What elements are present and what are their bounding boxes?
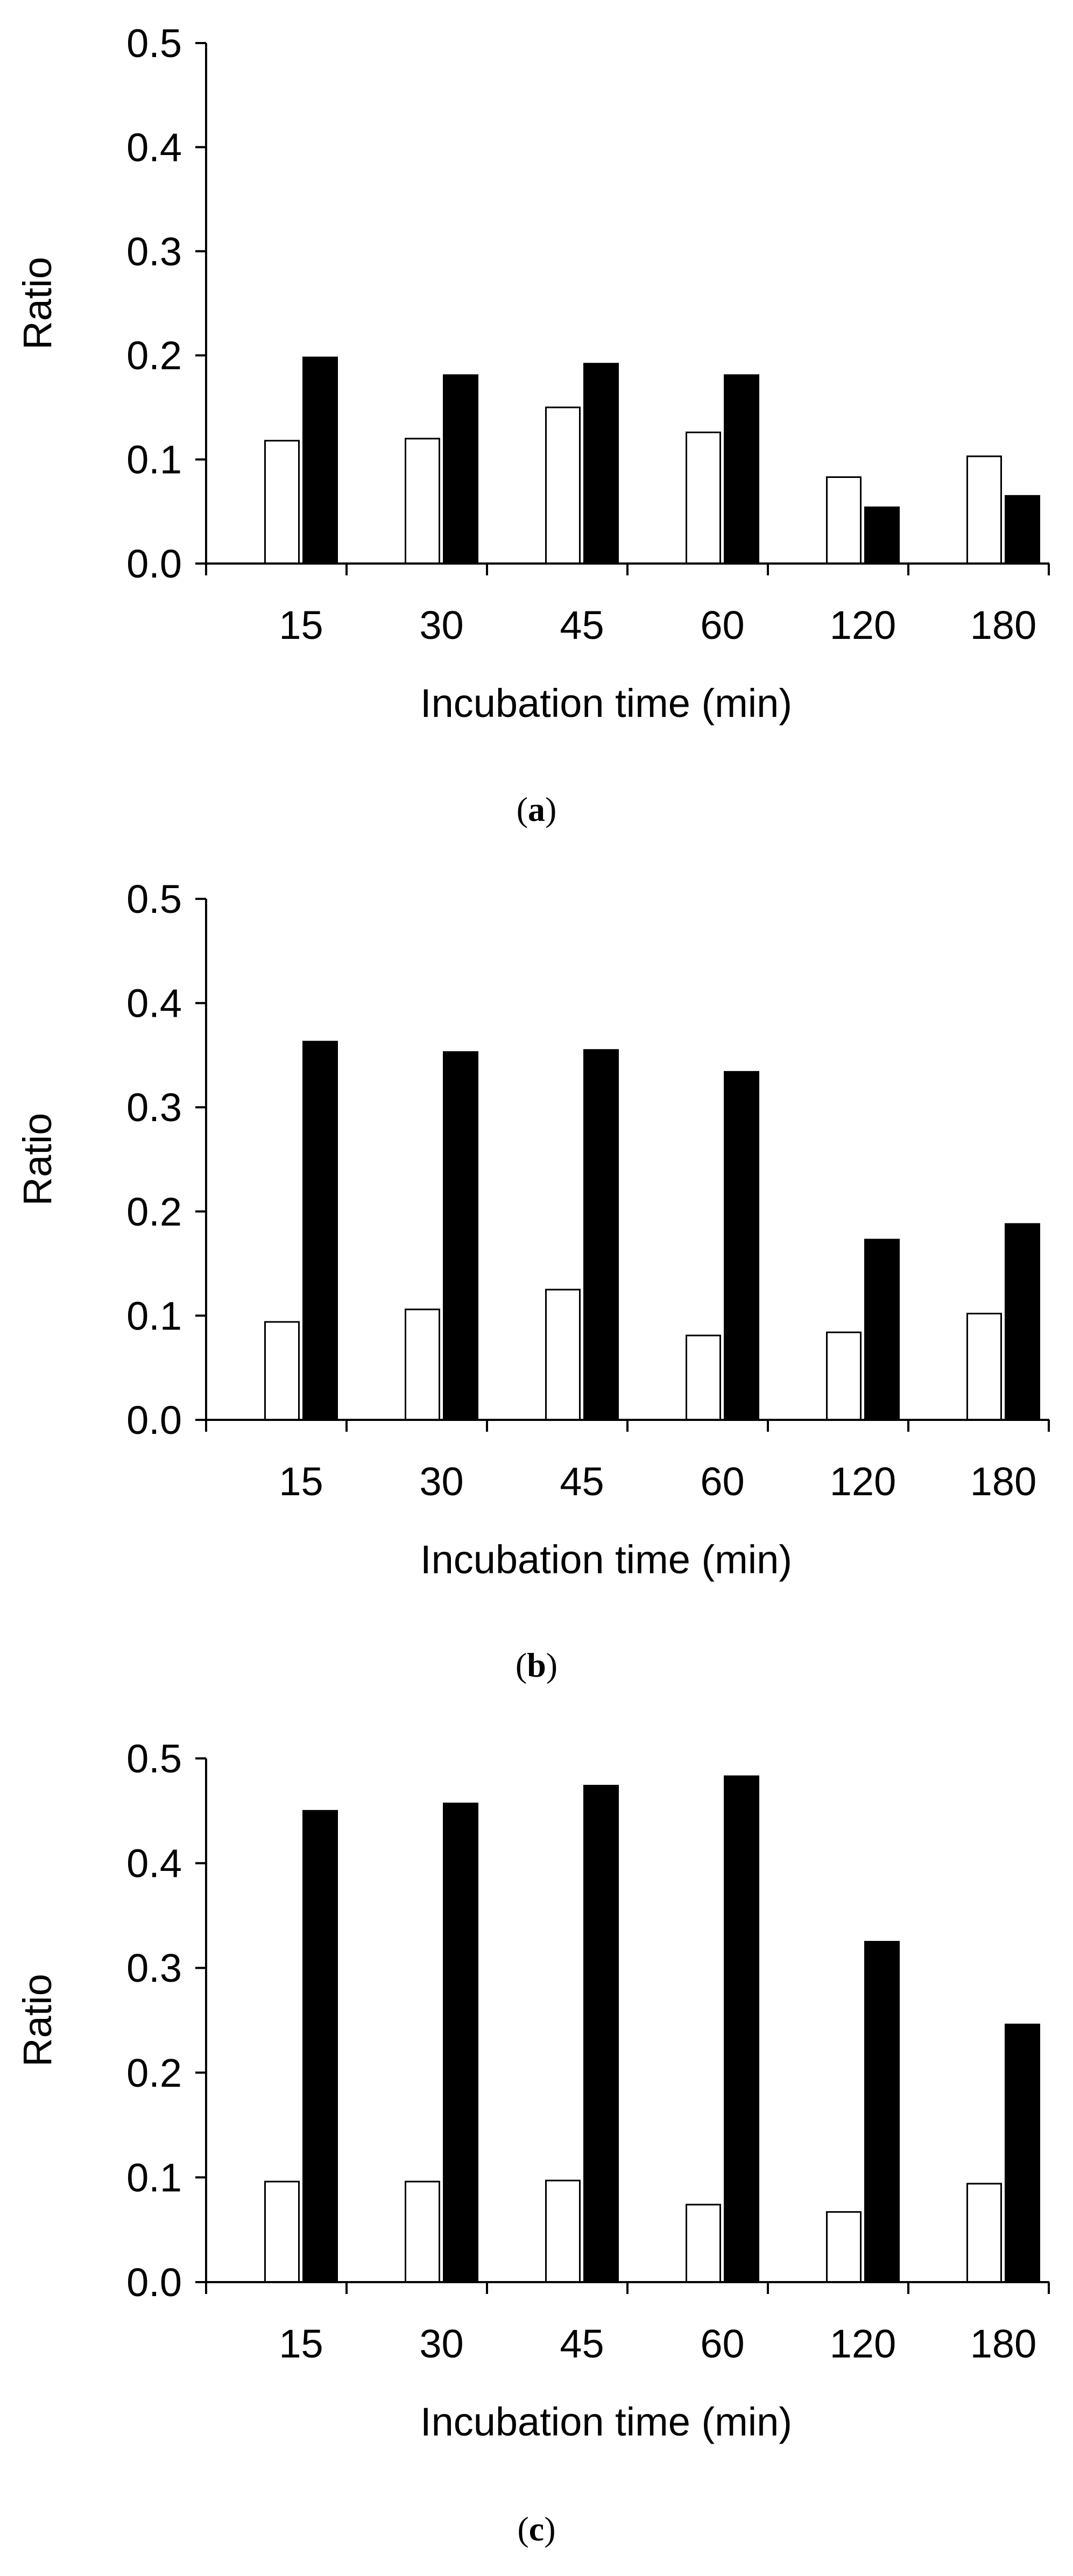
x-tick-label-c-30: 30 <box>419 2321 463 2366</box>
x-tick-label-b-45: 45 <box>560 1459 604 1504</box>
bar-b-filled-180 <box>1005 1223 1040 1421</box>
bar-a-open-180 <box>966 455 1002 565</box>
bar-a-open-120 <box>826 476 862 565</box>
x-tick-label-b-120: 120 <box>830 1459 896 1504</box>
y-tick-label-c-0.3: 0.3 <box>126 1946 182 1990</box>
y-tick-label-b-0.4: 0.4 <box>126 981 182 1026</box>
x-tick-label-a-15: 15 <box>279 603 323 647</box>
bar-c-open-180 <box>966 2183 1002 2283</box>
x-axis-label-c: Incubation time (min) <box>420 2399 792 2444</box>
bar-c-open-60 <box>686 2204 721 2283</box>
bar-c-filled-15 <box>302 1810 338 2283</box>
y-tick-label-b-0.2: 0.2 <box>126 1190 182 1234</box>
bar-c-open-120 <box>826 2211 862 2283</box>
y-tick-label-a-0.5: 0.5 <box>126 21 182 66</box>
y-axis-label-a: Ratio <box>15 257 60 350</box>
bar-b-filled-120 <box>864 1238 900 1421</box>
y-tick-label-b-0.3: 0.3 <box>126 1085 182 1130</box>
bar-a-filled-180 <box>1005 495 1040 565</box>
bar-b-open-60 <box>686 1334 721 1421</box>
x-axis-label-b: Incubation time (min) <box>420 1537 792 1582</box>
x-tick-label-a-60: 60 <box>700 603 744 647</box>
panel-caption-b: (b) <box>516 1646 557 1684</box>
chart-panel-a: 15 30 45 60 120 180 0.0 0.1 0.2 0.3 0.4 0.5 Ratio Inc… <box>15 21 1050 828</box>
bar-a-open-30 <box>405 438 440 565</box>
y-tick-label-c-0.2: 0.2 <box>126 2051 182 2095</box>
y-tick-label-b-0.0: 0.0 <box>126 1398 182 1442</box>
x-tick-label-c-120: 120 <box>830 2321 896 2366</box>
bar-b-open-180 <box>966 1313 1002 1421</box>
bar-c-filled-180 <box>1005 2023 1040 2283</box>
bar-a-filled-60 <box>724 374 759 565</box>
y-tick-label-c-0.4: 0.4 <box>126 1841 182 1886</box>
bar-a-open-15 <box>264 440 300 565</box>
x-tick-label-c-45: 45 <box>560 2321 604 2366</box>
bar-b-open-15 <box>264 1321 300 1421</box>
x-tick-label-b-180: 180 <box>970 1459 1036 1504</box>
x-tick-label-b-60: 60 <box>700 1459 744 1504</box>
y-tick-label-b-0.5: 0.5 <box>126 877 182 921</box>
bar-b-open-30 <box>405 1308 440 1421</box>
x-tick-label-c-60: 60 <box>700 2321 744 2366</box>
bar-c-filled-120 <box>864 1941 900 2283</box>
y-tick-label-a-0.0: 0.0 <box>126 541 182 586</box>
x-tick-label-c-180: 180 <box>970 2321 1036 2366</box>
y-axis-label-b: Ratio <box>15 1113 60 1206</box>
chart-panel-b: 15 30 45 60 120 180 0.0 0.1 0.2 0.3 0.4 0.5 Ratio Inc… <box>15 877 1050 1684</box>
x-tick-label-b-15: 15 <box>279 1459 323 1504</box>
bar-a-filled-30 <box>443 374 478 565</box>
bar-b-filled-60 <box>724 1071 759 1421</box>
bar-c-filled-30 <box>443 1803 478 2283</box>
y-tick-label-a-0.4: 0.4 <box>126 125 182 170</box>
y-tick-label-a-0.1: 0.1 <box>126 438 182 482</box>
y-tick-label-c-0.1: 0.1 <box>126 2155 182 2200</box>
panel-caption-a: (a) <box>517 790 557 828</box>
panel-caption-c: (c) <box>517 2510 555 2548</box>
bar-c-filled-60 <box>724 1775 759 2283</box>
y-tick-label-b-0.1: 0.1 <box>126 1293 182 1338</box>
bar-b-filled-45 <box>583 1049 619 1421</box>
bar-c-open-30 <box>405 2180 440 2283</box>
bar-c-filled-45 <box>583 1785 619 2283</box>
bar-b-filled-30 <box>443 1051 478 1421</box>
x-tick-label-a-45: 45 <box>560 603 604 647</box>
x-axis-label-a: Incubation time (min) <box>420 681 792 726</box>
bar-a-open-45 <box>545 406 581 565</box>
y-tick-label-a-0.3: 0.3 <box>126 229 182 274</box>
bar-a-filled-120 <box>864 506 900 565</box>
bar-c-open-45 <box>545 2179 581 2283</box>
y-tick-label-c-0.5: 0.5 <box>126 1736 182 1781</box>
bar-b-open-120 <box>826 1331 862 1421</box>
chart-panel-c: 15 30 45 60 120 180 0.0 0.1 0.2 0.3 0.4 0.5 Ratio Inc… <box>15 1736 1050 2548</box>
bar-b-filled-15 <box>302 1040 338 1421</box>
x-tick-label-a-120: 120 <box>830 603 896 647</box>
x-tick-label-b-30: 30 <box>419 1459 463 1504</box>
x-tick-label-a-180: 180 <box>970 603 1036 647</box>
y-tick-label-c-0.0: 0.0 <box>126 2260 182 2305</box>
x-tick-label-c-15: 15 <box>279 2321 323 2366</box>
bar-a-filled-15 <box>302 356 338 565</box>
bar-b-open-45 <box>545 1289 581 1421</box>
bar-c-open-15 <box>264 2180 300 2283</box>
bar-a-open-60 <box>686 431 721 565</box>
y-tick-label-a-0.2: 0.2 <box>126 333 182 378</box>
x-tick-label-a-30: 30 <box>419 603 463 647</box>
bar-a-filled-45 <box>583 363 619 565</box>
y-axis-label-c: Ratio <box>15 1974 60 2067</box>
